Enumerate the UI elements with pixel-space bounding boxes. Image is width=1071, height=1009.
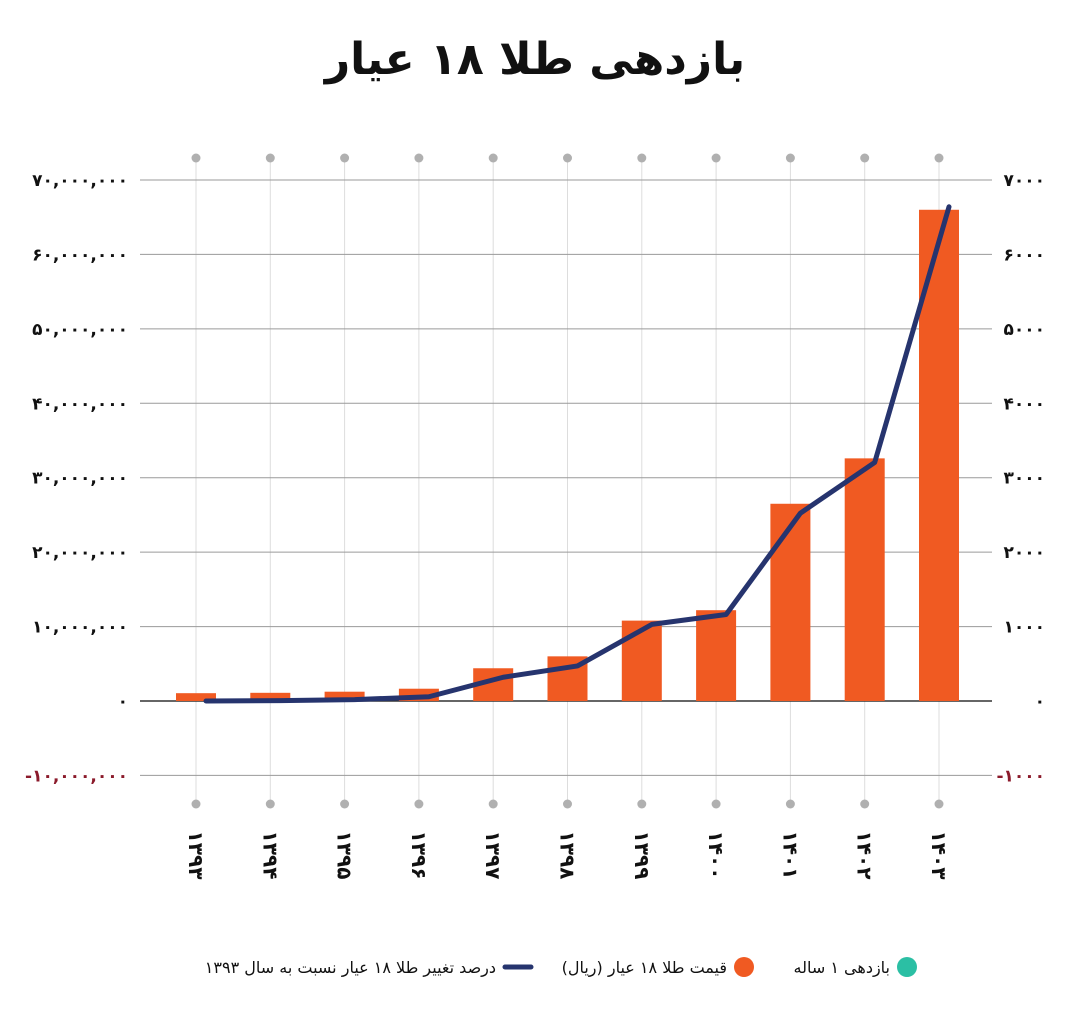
left-tick-label: ۶۰,۰۰۰,۰۰۰ [32, 245, 128, 265]
guide-dot-bottom [265, 799, 275, 809]
right-tick-label: ۴۰۰۰ [1003, 394, 1045, 414]
guide-dot-bottom [191, 799, 201, 809]
guide-dot-top [414, 153, 424, 163]
guide-dot-bottom [785, 799, 795, 809]
guide-dot-top [711, 153, 721, 163]
right-tick-label: -۱۰۰۰ [996, 766, 1045, 786]
guide-dot-top [860, 153, 870, 163]
chart-title: بازدهی طلا ۱۸ عیار [323, 34, 745, 85]
legend: بازدهی ۱ ساله قیمت طلا ۱۸ عیار (ریال) درصد… [205, 957, 917, 978]
guide-dot-bottom [860, 799, 870, 809]
right-tick-label: ۶۰۰۰ [1003, 245, 1045, 265]
guide-dot-bottom [488, 799, 498, 809]
bars-layer [176, 209, 959, 701]
right-tick-label: ۰ [1035, 692, 1045, 712]
x-tick-label: ۱۳۹۸ [556, 831, 580, 880]
right-tick-label: ۱۰۰۰ [1003, 618, 1045, 638]
guide-dot-top [934, 153, 944, 163]
guide-dot-bottom [934, 799, 944, 809]
right-tick-label: ۷۰۰۰ [1003, 171, 1045, 191]
legend-label: درصد تغییر طلا ۱۸ عیار نسبت به سال ۱۳۹۳ [205, 958, 496, 978]
legend-label: قیمت طلا ۱۸ عیار (ریال) [562, 958, 727, 978]
left-tick-label: ۳۰,۰۰۰,۰۰۰ [32, 469, 128, 489]
x-tick-label: ۱۳۹۷ [481, 831, 505, 880]
left-tick-label: ۲۰,۰۰۰,۰۰۰ [32, 543, 128, 563]
guide-dot-bottom [414, 799, 424, 809]
series-line [203, 204, 952, 704]
x-tick-label: ۱۳۹۳ [184, 831, 208, 880]
right-axis-ticks: ۷۰۰۰ ۶۰۰۰ ۵۰۰۰ ۴۰۰۰ ۳۰۰۰ ۲۰۰۰ ۱۰۰۰ ۰ -۱۰۰۰ [996, 171, 1045, 786]
x-tick-label: ۱۳۹۵ [333, 831, 357, 880]
legend-marker-circle [734, 957, 754, 977]
left-tick-label: ۰ [118, 692, 128, 712]
guide-dot-top [488, 153, 498, 163]
right-tick-label: ۳۰۰۰ [1003, 469, 1045, 489]
x-tick-label: ۱۳۹۶ [407, 831, 431, 880]
line-layer [203, 204, 952, 704]
bar [621, 620, 662, 701]
guide-dot-top [340, 153, 350, 163]
left-tick-label: ۷۰,۰۰۰,۰۰۰ [32, 171, 128, 191]
guide-dot-top [637, 153, 647, 163]
bar [176, 693, 216, 701]
right-tick-label: ۵۰۰۰ [1003, 320, 1045, 340]
x-tick-label: ۱۳۹۴ [258, 831, 282, 880]
x-axis-ticks: ۱۳۹۳ ۱۳۹۴ ۱۳۹۵ ۱۳۹۶ ۱۳۹۷ ۱۳۹۸ ۱۳۹۹ ۱۴۰۰ ۱۴۰۱ ۱۴۰۲… [184, 831, 951, 880]
guide-dot-top [563, 153, 572, 163]
bar [696, 610, 737, 701]
bar [250, 692, 291, 701]
bar [770, 503, 811, 701]
guide-dot-top [191, 153, 201, 163]
left-tick-label: ۴۰,۰۰۰,۰۰۰ [32, 394, 128, 414]
bar [844, 458, 885, 701]
legend-label: بازدهی ۱ ساله [794, 958, 890, 978]
legend-marker-circle [897, 957, 917, 977]
left-tick-label: -۱۰,۰۰۰,۰۰۰ [25, 766, 128, 786]
left-tick-label: ۱۰,۰۰۰,۰۰۰ [32, 618, 128, 638]
bar [324, 691, 365, 701]
guide-dot-top [785, 153, 795, 163]
guide-dot-bottom [340, 799, 350, 809]
guide-dot-bottom [711, 799, 721, 809]
guide-dot-bottom [637, 799, 647, 809]
x-tick-label: ۱۴۰۲ [853, 831, 877, 880]
guide-dot-top [265, 153, 275, 163]
left-axis-ticks: ۷۰,۰۰۰,۰۰۰ ۶۰,۰۰۰,۰۰۰ ۵۰,۰۰۰,۰۰۰ ۴۰,۰۰۰,۰۰۰… [25, 171, 128, 786]
x-tick-label: ۱۴۰۰ [704, 831, 728, 880]
x-tick-label: ۱۳۹۹ [630, 831, 654, 880]
x-tick-label: ۱۴۰۱ [778, 831, 802, 880]
left-tick-label: ۵۰,۰۰۰,۰۰۰ [32, 320, 128, 340]
guide-dot-bottom [563, 799, 572, 809]
x-tick-label: ۱۴۰۳ [927, 831, 951, 880]
right-tick-label: ۲۰۰۰ [1003, 543, 1045, 563]
